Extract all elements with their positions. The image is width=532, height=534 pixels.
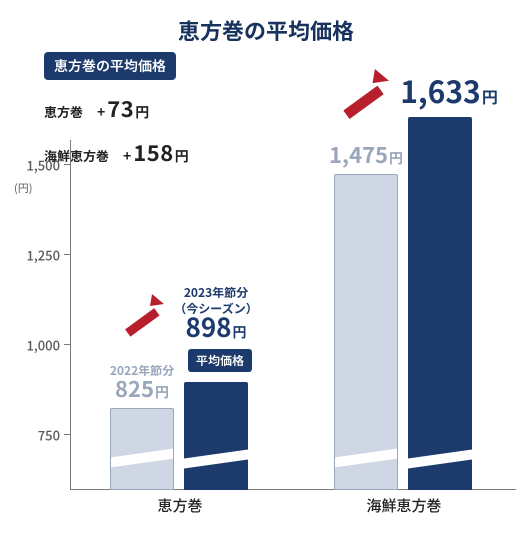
axis-break xyxy=(408,450,472,469)
yen-unit: 円 xyxy=(135,102,149,122)
axis-break xyxy=(111,449,173,468)
axis-break xyxy=(335,449,397,468)
yen-unit: 円 xyxy=(389,148,403,168)
y-tick-label: 1,500 xyxy=(26,156,60,175)
y-tick xyxy=(64,164,70,165)
infobox-badge: 恵方巻の平均価格 xyxy=(44,52,176,80)
avg-price-badge: 平均価格 xyxy=(188,349,252,372)
infobox-row-1: 恵方巻 + 73 円 xyxy=(44,92,254,124)
infobox-row1-label: 恵方巻 xyxy=(44,102,83,121)
plus-sign: + xyxy=(97,102,105,122)
axis-break xyxy=(184,450,248,469)
label-2023-line1: 2023年節分 xyxy=(156,285,276,300)
bar-ehoumaki-2022 xyxy=(110,408,174,490)
y-axis-unit: (円) xyxy=(14,180,32,196)
yen-unit: 円 xyxy=(155,382,169,402)
value-kaisen-2022: 1,475円 xyxy=(296,138,436,170)
value-kaisen-2023: 1,633円 xyxy=(374,68,524,112)
y-tick xyxy=(64,434,70,435)
bar-kaisen-2022 xyxy=(334,174,398,490)
y-tick xyxy=(64,254,70,255)
chart-area: 7501,0001,2501,500 825円 898円 2022年節分 202… xyxy=(70,140,516,490)
y-axis xyxy=(70,140,71,490)
label-2022: 2022年節分 xyxy=(82,363,202,378)
value-number: 1,475 xyxy=(329,138,388,170)
chart-stage: 恵方巻の平均価格 恵方巻の平均価格 恵方巻 + 73 円 海鮮恵方巻 + 158… xyxy=(0,0,532,534)
yen-unit: 円 xyxy=(233,322,247,342)
chart-title: 恵方巻の平均価格 xyxy=(0,14,532,46)
category-kaisen: 海鮮恵方巻 xyxy=(304,495,504,516)
bar-kaisen-2023 xyxy=(408,117,472,490)
value-number: 1,633 xyxy=(400,68,481,112)
y-tick xyxy=(64,344,70,345)
yen-unit: 円 xyxy=(482,84,498,108)
up-arrow-icon xyxy=(112,288,170,346)
label-2023-line2: （今シーズン） xyxy=(156,301,276,316)
category-ehoumaki: 恵方巻 xyxy=(80,495,280,516)
y-tick-label: 1,250 xyxy=(26,246,60,265)
up-arrow-icon xyxy=(328,62,396,130)
y-tick-label: 750 xyxy=(38,426,60,445)
y-tick-label: 1,000 xyxy=(26,336,60,355)
infobox-row1-value: 73 xyxy=(107,92,134,124)
